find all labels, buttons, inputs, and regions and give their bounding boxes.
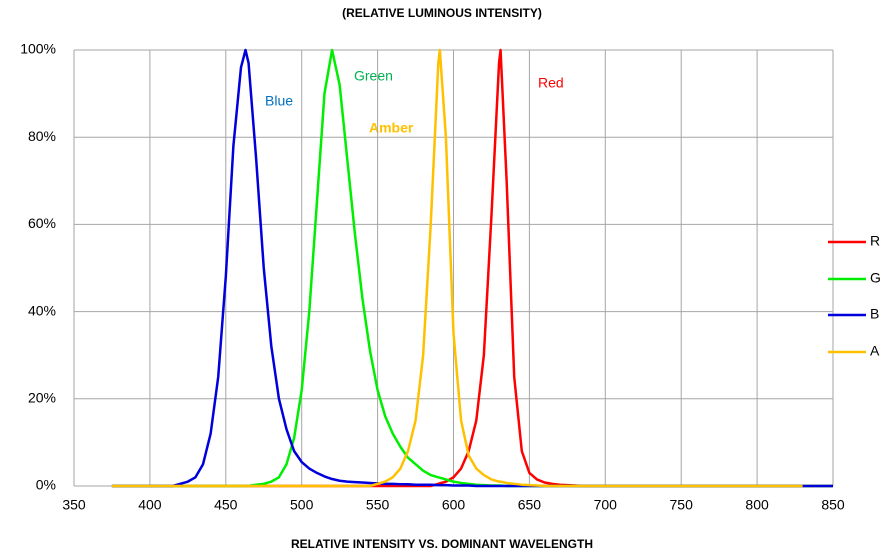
x-tick-label: 750 [670, 497, 694, 513]
series-line [111, 48, 803, 488]
x-tick-label: 800 [745, 497, 769, 513]
x-tick-label: 850 [821, 497, 845, 513]
legend-label: G [870, 270, 881, 286]
x-tick-label: 700 [594, 497, 618, 513]
annotation: Green [354, 68, 393, 84]
series-line [111, 48, 833, 488]
y-tick-label: 100% [20, 41, 56, 57]
annotation: Red [538, 75, 564, 91]
x-tick-label: 550 [366, 497, 390, 513]
series-line [111, 48, 833, 488]
x-tick-label: 500 [290, 497, 314, 513]
legend-label: R [870, 233, 880, 249]
chart-title: (RELATIVE LUMINOUS INTENSITY) [342, 6, 542, 20]
x-tick-label: 450 [214, 497, 238, 513]
annotation: Blue [265, 93, 293, 109]
y-tick-label: 80% [28, 128, 56, 144]
annotation: Amber [369, 120, 414, 136]
x-tick-label: 650 [518, 497, 542, 513]
legend-label: B [870, 306, 879, 322]
x-axis-label: RELATIVE INTENSITY VS. DOMINANT WAVELENG… [291, 537, 593, 551]
y-tick-label: 20% [28, 390, 56, 406]
series-line [111, 48, 833, 488]
x-tick-label: 400 [138, 497, 162, 513]
y-tick-label: 40% [28, 302, 56, 318]
x-tick-label: 350 [62, 497, 86, 513]
legend-label: A [870, 343, 880, 359]
y-tick-label: 60% [28, 215, 56, 231]
y-tick-label: 0% [36, 477, 56, 493]
x-tick-label: 600 [442, 497, 466, 513]
